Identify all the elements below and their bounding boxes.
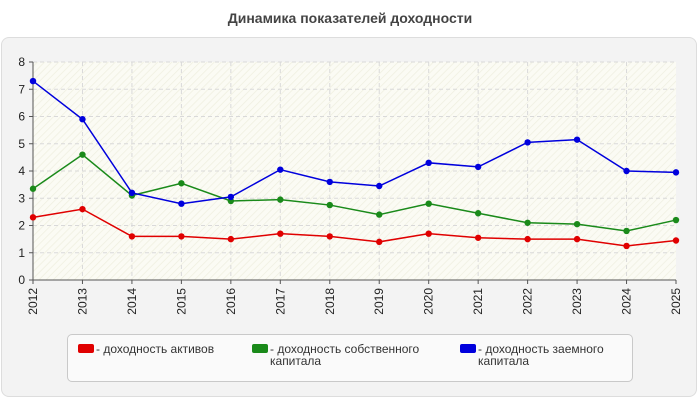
data-point-series-2 xyxy=(376,211,383,218)
x-tick-label: 2018 xyxy=(323,288,337,315)
data-point-series-1 xyxy=(326,233,333,240)
data-point-series-3 xyxy=(623,167,630,175)
data-point-series-1 xyxy=(672,237,680,244)
x-tick-label: 2012 xyxy=(26,288,40,315)
legend-swatch-blue xyxy=(460,344,476,353)
x-tick-label: 2013 xyxy=(75,288,89,315)
data-point-series-1 xyxy=(474,234,482,241)
x-tick-label: 2017 xyxy=(273,288,287,315)
legend-swatch-green xyxy=(252,344,268,353)
y-tick-label: 8 xyxy=(18,55,25,69)
data-point-series-1 xyxy=(128,233,136,240)
x-tick-label: 2023 xyxy=(570,288,584,315)
x-tick-label: 2025 xyxy=(669,288,683,315)
data-point-series-3 xyxy=(524,139,531,146)
x-tick-label: 2020 xyxy=(422,288,436,315)
data-point-series-3 xyxy=(178,200,185,207)
y-tick-label: 4 xyxy=(18,164,25,178)
data-point-series-1 xyxy=(277,230,284,237)
y-tick-label: 3 xyxy=(18,191,25,205)
data-point-series-3 xyxy=(79,116,86,123)
data-point-series-1 xyxy=(524,235,531,243)
data-point-series-2 xyxy=(277,196,284,203)
data-point-series-2 xyxy=(524,219,531,226)
series-line-3 xyxy=(32,80,677,205)
data-point-series-2 xyxy=(178,180,185,187)
data-point-series-2 xyxy=(79,151,86,158)
legend-swatch-red xyxy=(78,344,94,353)
legend-label: - доходность заемного капитала xyxy=(478,342,604,368)
data-point-series-1 xyxy=(227,235,235,243)
x-tick-label: 2015 xyxy=(174,288,188,315)
data-point-series-3 xyxy=(672,169,680,176)
y-tick-label: 1 xyxy=(18,246,25,260)
data-point-series-2 xyxy=(29,185,37,192)
legend-item-series-3: - доходность заемного капитала xyxy=(460,343,630,367)
x-tick-label: 2022 xyxy=(521,288,535,315)
data-point-series-3 xyxy=(376,182,383,190)
series-line-2 xyxy=(32,153,677,232)
x-tick-label: 2016 xyxy=(224,288,238,315)
data-point-series-1 xyxy=(376,238,383,246)
y-tick-label: 2 xyxy=(18,219,25,233)
data-point-series-3 xyxy=(29,77,37,85)
data-point-series-1 xyxy=(29,214,37,221)
data-point-series-1 xyxy=(178,233,185,240)
legend-label: - доходность собственного капитала xyxy=(270,342,420,368)
data-point-series-3 xyxy=(227,193,235,201)
x-tick-label: 2021 xyxy=(471,288,485,315)
data-point-series-3 xyxy=(128,189,136,196)
legend-item-series-1: - доходность активов xyxy=(78,343,248,355)
data-point-series-2 xyxy=(326,201,333,209)
data-point-series-1 xyxy=(79,205,86,213)
data-point-series-1 xyxy=(623,242,630,250)
data-point-series-3 xyxy=(277,166,284,173)
x-tick-label: 2014 xyxy=(125,288,139,315)
y-tick-label: 7 xyxy=(18,82,25,96)
data-point-series-2 xyxy=(623,227,630,235)
x-tick-label: 2019 xyxy=(372,288,386,315)
data-point-series-1 xyxy=(425,230,432,237)
legend-item-series-2: - доходность собственного капитала xyxy=(252,343,442,367)
chart-legend: - доходность активов - доходность собств… xyxy=(67,334,633,382)
data-point-series-2 xyxy=(672,216,680,224)
data-point-series-2 xyxy=(474,210,482,217)
data-point-series-3 xyxy=(425,159,432,167)
data-point-series-3 xyxy=(326,178,333,186)
series-line-1 xyxy=(32,208,677,247)
data-point-series-1 xyxy=(573,235,581,243)
data-point-series-2 xyxy=(425,200,432,207)
data-point-series-2 xyxy=(573,220,581,228)
data-point-series-3 xyxy=(573,136,581,143)
y-tick-label: 0 xyxy=(18,273,25,287)
data-point-series-3 xyxy=(474,163,482,171)
legend-label: - доходность активов xyxy=(96,342,215,356)
y-tick-label: 6 xyxy=(18,110,25,124)
y-tick-label: 5 xyxy=(18,137,25,151)
x-tick-label: 2024 xyxy=(620,288,634,315)
chart-title: Динамика показателей доходности xyxy=(227,10,473,26)
